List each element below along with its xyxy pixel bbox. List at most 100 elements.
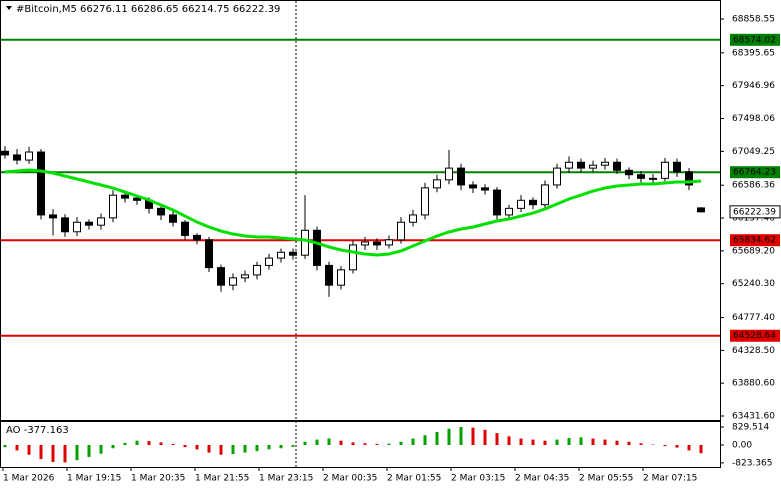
- level-label-box: [730, 166, 780, 179]
- y-tick-label: 68395.65: [732, 48, 775, 58]
- y-tick-label: 67049.25: [732, 147, 775, 157]
- candle-body: [205, 239, 213, 269]
- candle-body: [433, 179, 441, 189]
- candle-body: [301, 229, 309, 256]
- candle-body: [229, 277, 237, 286]
- candle-body: [421, 187, 429, 216]
- candle-body: [133, 197, 141, 201]
- x-tick-label: 2 Mar 00:35: [323, 474, 377, 484]
- candle-body: [97, 217, 105, 226]
- candle-body: [565, 161, 573, 169]
- level-label: 68574.02: [733, 35, 776, 45]
- candle-body: [661, 161, 669, 179]
- chart-header: #Bitcoin,M5 66276.11 66286.65 66214.75 6…: [16, 4, 280, 15]
- x-tick-label: 1 Mar 20:35: [131, 474, 185, 484]
- candle-body: [601, 161, 609, 166]
- y-tick-label: 65240.30: [732, 279, 775, 289]
- candle-body: [85, 221, 93, 226]
- candle-body: [685, 171, 693, 186]
- level-label: 65834.62: [733, 236, 776, 246]
- menu-icon: [6, 6, 12, 10]
- level-label: 66764.23: [733, 168, 776, 178]
- candle-body: [697, 207, 705, 213]
- y-tick-label: 64777.40: [732, 313, 775, 323]
- candle-body: [217, 267, 225, 286]
- candle-body: [649, 177, 657, 180]
- candle-body: [637, 174, 645, 179]
- candle-body: [481, 187, 489, 191]
- candle-body: [13, 154, 21, 161]
- candle-body: [589, 164, 597, 169]
- candle-body: [505, 207, 513, 216]
- y-tick-label: 66586.36: [732, 181, 775, 191]
- x-tick-label: 1 Mar 2026: [3, 474, 55, 484]
- y-tick-label: 66137.46: [732, 214, 775, 224]
- candle-body: [325, 264, 333, 286]
- ao-panel: [0, 421, 721, 468]
- candle-body: [517, 199, 525, 209]
- candle-body: [1, 150, 9, 156]
- x-tick-label: 2 Mar 01:55: [387, 474, 441, 484]
- candle-body: [445, 167, 453, 181]
- ao-tick-label: -823.365: [732, 458, 772, 468]
- y-tick-label: 67498.06: [732, 114, 775, 124]
- ao-tick-label: 0.00: [732, 440, 752, 450]
- ao-tick-label: 829.514: [732, 423, 769, 433]
- level-label: 64528.64: [733, 331, 776, 341]
- x-tick-label: 2 Mar 03:15: [451, 474, 505, 484]
- candle-body: [469, 184, 477, 189]
- candle-body: [493, 189, 501, 216]
- candle-body: [385, 239, 393, 246]
- y-tick-label: 65689.20: [732, 246, 775, 256]
- y-tick-label: 63880.60: [732, 379, 775, 389]
- y-tick-label: 68858.55: [732, 14, 775, 24]
- candle-body: [457, 167, 465, 186]
- current-price-box: [729, 205, 781, 219]
- x-tick-label: 1 Mar 21:55: [195, 474, 249, 484]
- x-tick-label: 1 Mar 23:15: [259, 474, 313, 484]
- candle-body: [121, 194, 129, 199]
- candle-body: [529, 199, 537, 206]
- candle-body: [49, 214, 57, 219]
- candle-body: [541, 184, 549, 206]
- candle-body: [265, 257, 273, 266]
- candle-body: [349, 244, 357, 271]
- candle-body: [25, 151, 33, 161]
- x-tick-label: 2 Mar 05:55: [579, 474, 633, 484]
- ao-label: AO -377.163: [6, 425, 69, 436]
- candle-body: [37, 151, 45, 216]
- candle-body: [181, 221, 189, 236]
- candle-body: [361, 241, 369, 246]
- candle-body: [109, 194, 117, 219]
- x-tick-label: 2 Mar 07:15: [643, 474, 697, 484]
- candle-body: [337, 269, 345, 286]
- current-price-label: 66222.39: [733, 207, 776, 217]
- y-tick-label: 63431.60: [732, 412, 775, 422]
- candle-body: [73, 221, 81, 233]
- candle-body: [253, 264, 261, 276]
- candle-body: [61, 217, 69, 233]
- candle-body: [157, 207, 165, 216]
- candle-body: [241, 274, 249, 279]
- moving-average: [4, 168, 702, 257]
- candle-body: [373, 241, 381, 246]
- candle-body: [397, 221, 405, 241]
- candle-body: [169, 214, 177, 223]
- main-panel: [0, 0, 721, 421]
- level-label-box: [730, 33, 780, 46]
- candle-body: [313, 229, 321, 266]
- y-tick-label: 64328.50: [732, 346, 775, 356]
- candle-body: [625, 169, 633, 176]
- level-label-box: [730, 329, 780, 342]
- x-tick-label: 1 Mar 19:15: [67, 474, 121, 484]
- candle-body: [613, 161, 621, 171]
- level-label-box: [730, 234, 780, 247]
- candle-body: [673, 161, 681, 173]
- y-tick-label: 67946.96: [732, 81, 775, 91]
- candle-body: [409, 214, 417, 223]
- candle-body: [193, 234, 201, 241]
- x-tick-label: 2 Mar 04:35: [515, 474, 569, 484]
- candle-body: [577, 161, 585, 169]
- candle-body: [289, 251, 297, 256]
